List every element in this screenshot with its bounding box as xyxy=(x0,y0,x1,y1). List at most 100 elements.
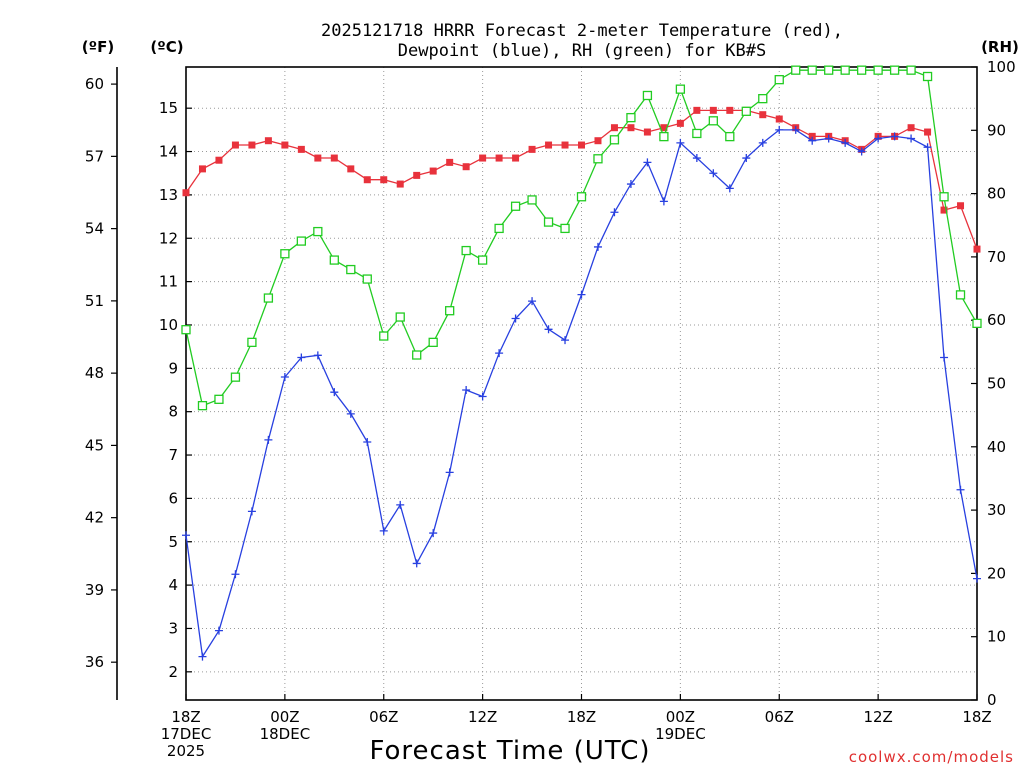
rh-tick-label: 40 xyxy=(987,438,1006,456)
rh-tick-label: 80 xyxy=(987,185,1006,203)
rh-point xyxy=(708,116,718,126)
chart-title-line-1: 2025121718 HRRR Forecast 2-meter Tempera… xyxy=(321,21,843,41)
dewpoint-point xyxy=(659,197,668,206)
temperature-point xyxy=(528,145,536,153)
temperature-point xyxy=(578,141,585,149)
dewpoint-point xyxy=(280,372,289,381)
dewpoint-point xyxy=(346,409,355,418)
dewpoint-point xyxy=(198,652,207,661)
temperature-point xyxy=(676,119,684,127)
credit-text: coolwx.com/models xyxy=(849,748,1014,766)
c-tick-label: 9 xyxy=(168,359,178,377)
x-tick-label: 12Z xyxy=(863,708,892,726)
rh-point xyxy=(181,325,191,335)
dewpoint-point xyxy=(528,297,537,306)
rh-point xyxy=(543,217,554,227)
dewpoint-point xyxy=(775,125,784,134)
x-tick-label: 06Z xyxy=(369,708,398,726)
dewpoint-point xyxy=(396,500,405,509)
dewpoint-point xyxy=(692,154,701,163)
rh-tick-label: 10 xyxy=(987,628,1006,646)
temperature-point xyxy=(759,111,767,119)
dewpoint-point xyxy=(857,147,866,156)
temperature-point xyxy=(594,137,602,145)
dewpoint-point xyxy=(313,351,322,360)
dewpoint-point xyxy=(808,136,817,145)
rh-unit-label: (RH) xyxy=(981,38,1019,56)
x-tick-label: 18Z xyxy=(171,708,200,726)
rh-point xyxy=(840,65,850,75)
dewpoint-point xyxy=(824,134,833,143)
dewpoint-line xyxy=(185,129,978,659)
dewpoint-point xyxy=(626,180,635,189)
dewpoint-point xyxy=(577,290,586,299)
temperature-point xyxy=(957,202,965,210)
rh-point xyxy=(972,318,982,329)
rh-point xyxy=(856,65,867,75)
rh-point xyxy=(576,192,587,202)
f-tick-label: 48 xyxy=(85,364,104,382)
rh-point xyxy=(296,236,307,246)
temperature-point xyxy=(726,106,734,114)
c-tick-label: 14 xyxy=(159,143,178,161)
rh-point xyxy=(362,274,372,284)
x-tick-label: 12Z xyxy=(468,708,497,726)
dewpoint-point xyxy=(758,138,767,147)
temperature-point xyxy=(643,128,651,136)
axes xyxy=(111,66,978,701)
c-tick-label: 12 xyxy=(159,229,178,247)
dewpoint-point xyxy=(841,138,850,147)
temperature-point xyxy=(907,124,915,132)
dewpoint-point xyxy=(676,138,685,147)
temperature-point xyxy=(561,141,569,149)
dewpoint-point xyxy=(610,208,619,217)
temperature-point xyxy=(512,154,520,162)
dewpoint-point xyxy=(923,143,932,152)
dewpoint-point xyxy=(445,468,454,477)
dewpoint-point xyxy=(214,626,223,635)
c-tick-label: 13 xyxy=(159,186,178,204)
x-tick-label: 00Z xyxy=(270,708,299,726)
rh-point xyxy=(642,90,653,101)
rh-tick-label: 30 xyxy=(987,501,1006,519)
rh-point xyxy=(445,306,455,316)
temperature-point xyxy=(660,124,668,132)
c-tick-label: 15 xyxy=(159,99,178,117)
rh-point xyxy=(758,94,768,104)
c-tick-label: 3 xyxy=(168,619,178,637)
c-tick-label: 10 xyxy=(159,316,178,334)
rh-point xyxy=(230,372,241,382)
rh-point xyxy=(477,255,488,265)
c-tick-label: 2 xyxy=(168,663,178,681)
temperature-point xyxy=(198,165,206,173)
c-tick-label: 6 xyxy=(168,489,178,507)
dewpoint-point xyxy=(182,531,190,540)
dewpoint-point xyxy=(429,529,438,538)
rh-point xyxy=(906,65,916,75)
rh-tick-label: 20 xyxy=(987,564,1006,582)
rh-point xyxy=(824,65,834,75)
rh-point xyxy=(280,249,290,259)
rh-point xyxy=(329,255,339,265)
rh-point xyxy=(741,106,751,116)
rh-point xyxy=(791,65,801,75)
dewpoint-point xyxy=(264,435,273,444)
f-tick-label: 45 xyxy=(85,436,104,454)
temperature-point xyxy=(248,141,256,149)
celsius-unit-label: (ºC) xyxy=(150,38,183,56)
dewpoint-point xyxy=(890,132,899,141)
x-tick-label: 17DEC xyxy=(161,725,212,743)
temperature-point xyxy=(231,141,239,149)
rh-point xyxy=(593,154,603,164)
temperature-point xyxy=(462,163,470,171)
temperature-point xyxy=(973,245,981,253)
dewpoint-point xyxy=(363,438,372,447)
temperature-point xyxy=(709,106,717,114)
rh-point xyxy=(659,131,669,142)
rh-tick-label: 50 xyxy=(987,375,1006,393)
dewpoint-point xyxy=(791,125,800,134)
rh-tick-label: 90 xyxy=(987,121,1006,139)
rh-point xyxy=(263,293,274,303)
dewpoint-point xyxy=(593,242,602,251)
